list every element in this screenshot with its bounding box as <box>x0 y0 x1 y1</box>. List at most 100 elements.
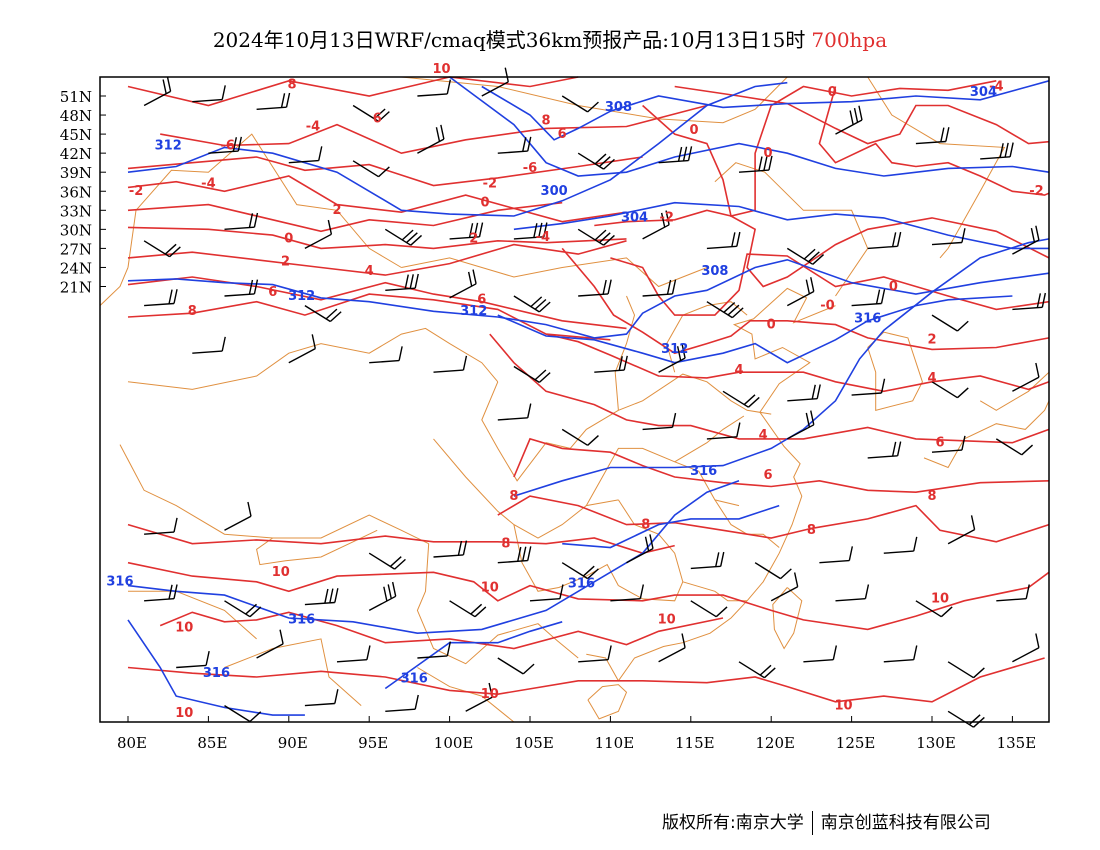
wind-barb <box>690 600 728 618</box>
wind-barb <box>561 562 599 580</box>
height-label: 312 <box>661 342 688 357</box>
temperature-label: 8 <box>287 77 296 92</box>
temperature-label: -4 <box>989 79 1003 94</box>
wind-barb <box>947 710 985 728</box>
temperature-contour <box>160 104 708 155</box>
temperature-contour <box>127 657 1045 703</box>
lat-label: 45N <box>60 126 92 144</box>
temperature-contour <box>127 561 1050 631</box>
wind-barb <box>610 584 645 602</box>
title-main: 2024年10月13日WRF/cmaq模式36km预报产品:10月13日15时 <box>212 28 806 52</box>
temperature-label: 0 <box>763 146 772 161</box>
boundary-line <box>481 381 619 482</box>
temperature-label: 0 <box>889 279 898 294</box>
temperature-contour <box>674 85 1050 145</box>
lon-label: 85E <box>197 734 227 752</box>
wind-barb <box>513 222 548 240</box>
copyright-left: 版权所有:南京大学 <box>662 813 804 833</box>
boundary-line <box>119 444 429 545</box>
chart-title: 2024年10月13日WRF/cmaq模式36km预报产品:10月13日15时 7… <box>0 24 1100 53</box>
wind-barb <box>996 584 1030 602</box>
wind-barb <box>642 279 677 297</box>
temperature-contour <box>561 247 1050 355</box>
lat-label: 36N <box>60 183 92 201</box>
temperature-contour <box>642 80 997 217</box>
temperature-label: 6 <box>558 127 567 142</box>
wind-barb <box>176 651 210 669</box>
height-label: 316 <box>288 613 315 628</box>
wind-barb <box>449 600 487 618</box>
wind-barb <box>1012 362 1040 392</box>
wind-barb <box>578 279 612 297</box>
lat-label: 42N <box>60 145 92 163</box>
temperature-label: 6 <box>936 436 945 451</box>
wind-barb <box>803 645 838 663</box>
wind-barb <box>561 95 599 113</box>
temperature-contour <box>127 240 627 276</box>
title-level: 700hpa <box>811 28 888 52</box>
boundary-line <box>772 587 803 650</box>
wind-barb <box>352 160 390 178</box>
wind-barb <box>369 346 403 364</box>
wind-barb <box>208 136 243 154</box>
temperature-label: 10 <box>481 687 499 702</box>
temperature-contour <box>545 333 1050 393</box>
boundary-line <box>979 371 1050 411</box>
boundary-line <box>433 438 619 539</box>
wind-barb <box>931 381 969 399</box>
height-label: 316 <box>568 576 595 591</box>
wind-barb <box>144 289 178 307</box>
wind-barb <box>577 152 615 170</box>
wind-barb <box>497 657 535 675</box>
footer-separator <box>811 811 813 835</box>
height-label: 316 <box>401 672 428 687</box>
wind-barb <box>384 228 423 246</box>
wind-barb <box>578 645 612 663</box>
boundary-line <box>618 373 772 415</box>
wind-barb <box>722 390 760 408</box>
temperature-label: 8 <box>509 489 518 504</box>
temperature-label: -2 <box>129 184 143 199</box>
temperature-contour <box>127 226 627 250</box>
wind-barb <box>513 295 551 313</box>
temperature-contour <box>497 495 1050 543</box>
temperature-contour <box>489 333 1050 444</box>
boundary-line <box>586 600 748 682</box>
wind-barb <box>224 600 262 618</box>
temperature-label: 8 <box>542 114 551 129</box>
wind-barb <box>931 314 969 332</box>
boundary-line <box>867 76 1006 259</box>
wind-barb <box>787 384 821 402</box>
temperature-label: 2 <box>927 333 936 348</box>
wind-barb <box>754 562 792 580</box>
height-label: 300 <box>541 184 568 199</box>
wind-barb <box>658 146 693 164</box>
temperature-label: 8 <box>501 536 510 551</box>
wind-barb <box>577 228 615 246</box>
temperature-label: 6 <box>763 468 772 483</box>
temperature-label: 10 <box>272 565 290 580</box>
wind-barb <box>867 231 902 250</box>
boundary-line <box>923 400 1050 469</box>
wind-barb <box>626 534 654 564</box>
temperature-label: 2 <box>469 232 478 247</box>
temperature-label: 8 <box>927 489 936 504</box>
boundary-line <box>127 327 499 390</box>
temperature-contour <box>159 611 724 650</box>
temperature-label: 10 <box>175 706 193 721</box>
temperature-label: 0 <box>284 232 293 247</box>
height-contour <box>513 238 1050 497</box>
lon-label: 90E <box>278 734 308 752</box>
wind-barb <box>706 231 741 250</box>
lat-label: 39N <box>60 164 92 182</box>
wind-barb <box>642 412 677 431</box>
wind-barb <box>786 410 815 440</box>
lon-label: 95E <box>358 734 388 752</box>
height-label: 316 <box>203 666 230 681</box>
wind-barb <box>786 277 815 307</box>
wind-barb <box>931 435 966 453</box>
wind-barb <box>835 584 870 602</box>
wind-barb <box>947 515 976 545</box>
temperature-label: 0 <box>480 195 489 210</box>
